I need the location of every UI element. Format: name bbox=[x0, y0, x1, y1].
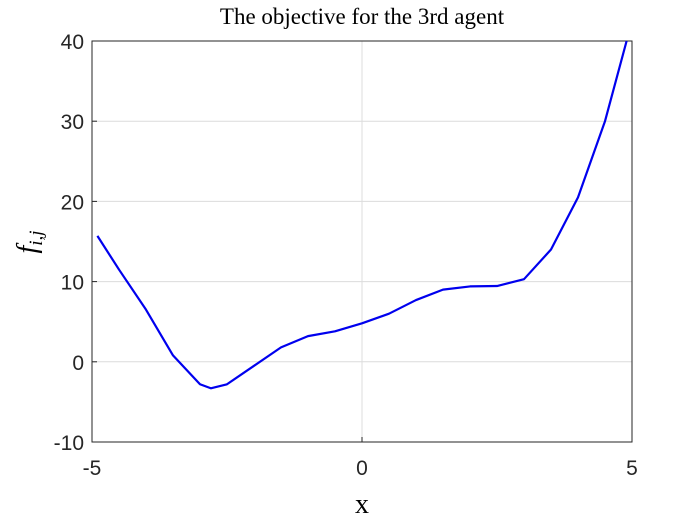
line-series bbox=[96, 40, 628, 390]
y-axis-label: fi,j bbox=[12, 230, 47, 253]
y-axis-label-subscript: i,j bbox=[26, 230, 47, 245]
x-tick-label: -5 bbox=[83, 457, 102, 480]
y-tick-label: 0 bbox=[72, 352, 84, 375]
y-tick-label: 20 bbox=[61, 191, 84, 214]
chart-title: The objective for the 3rd agent bbox=[220, 4, 505, 29]
y-tick-label: 40 bbox=[61, 31, 84, 54]
y-tick-label: -10 bbox=[54, 432, 84, 455]
y-axis-label-base: f bbox=[12, 243, 43, 254]
x-tick-label: 0 bbox=[356, 457, 368, 480]
y-tick-label: 10 bbox=[61, 272, 84, 295]
axes-box bbox=[91, 40, 633, 443]
y-tick-label: 30 bbox=[61, 111, 84, 134]
x-tick-label: 5 bbox=[626, 457, 638, 480]
x-axis-label: x bbox=[355, 489, 369, 520]
